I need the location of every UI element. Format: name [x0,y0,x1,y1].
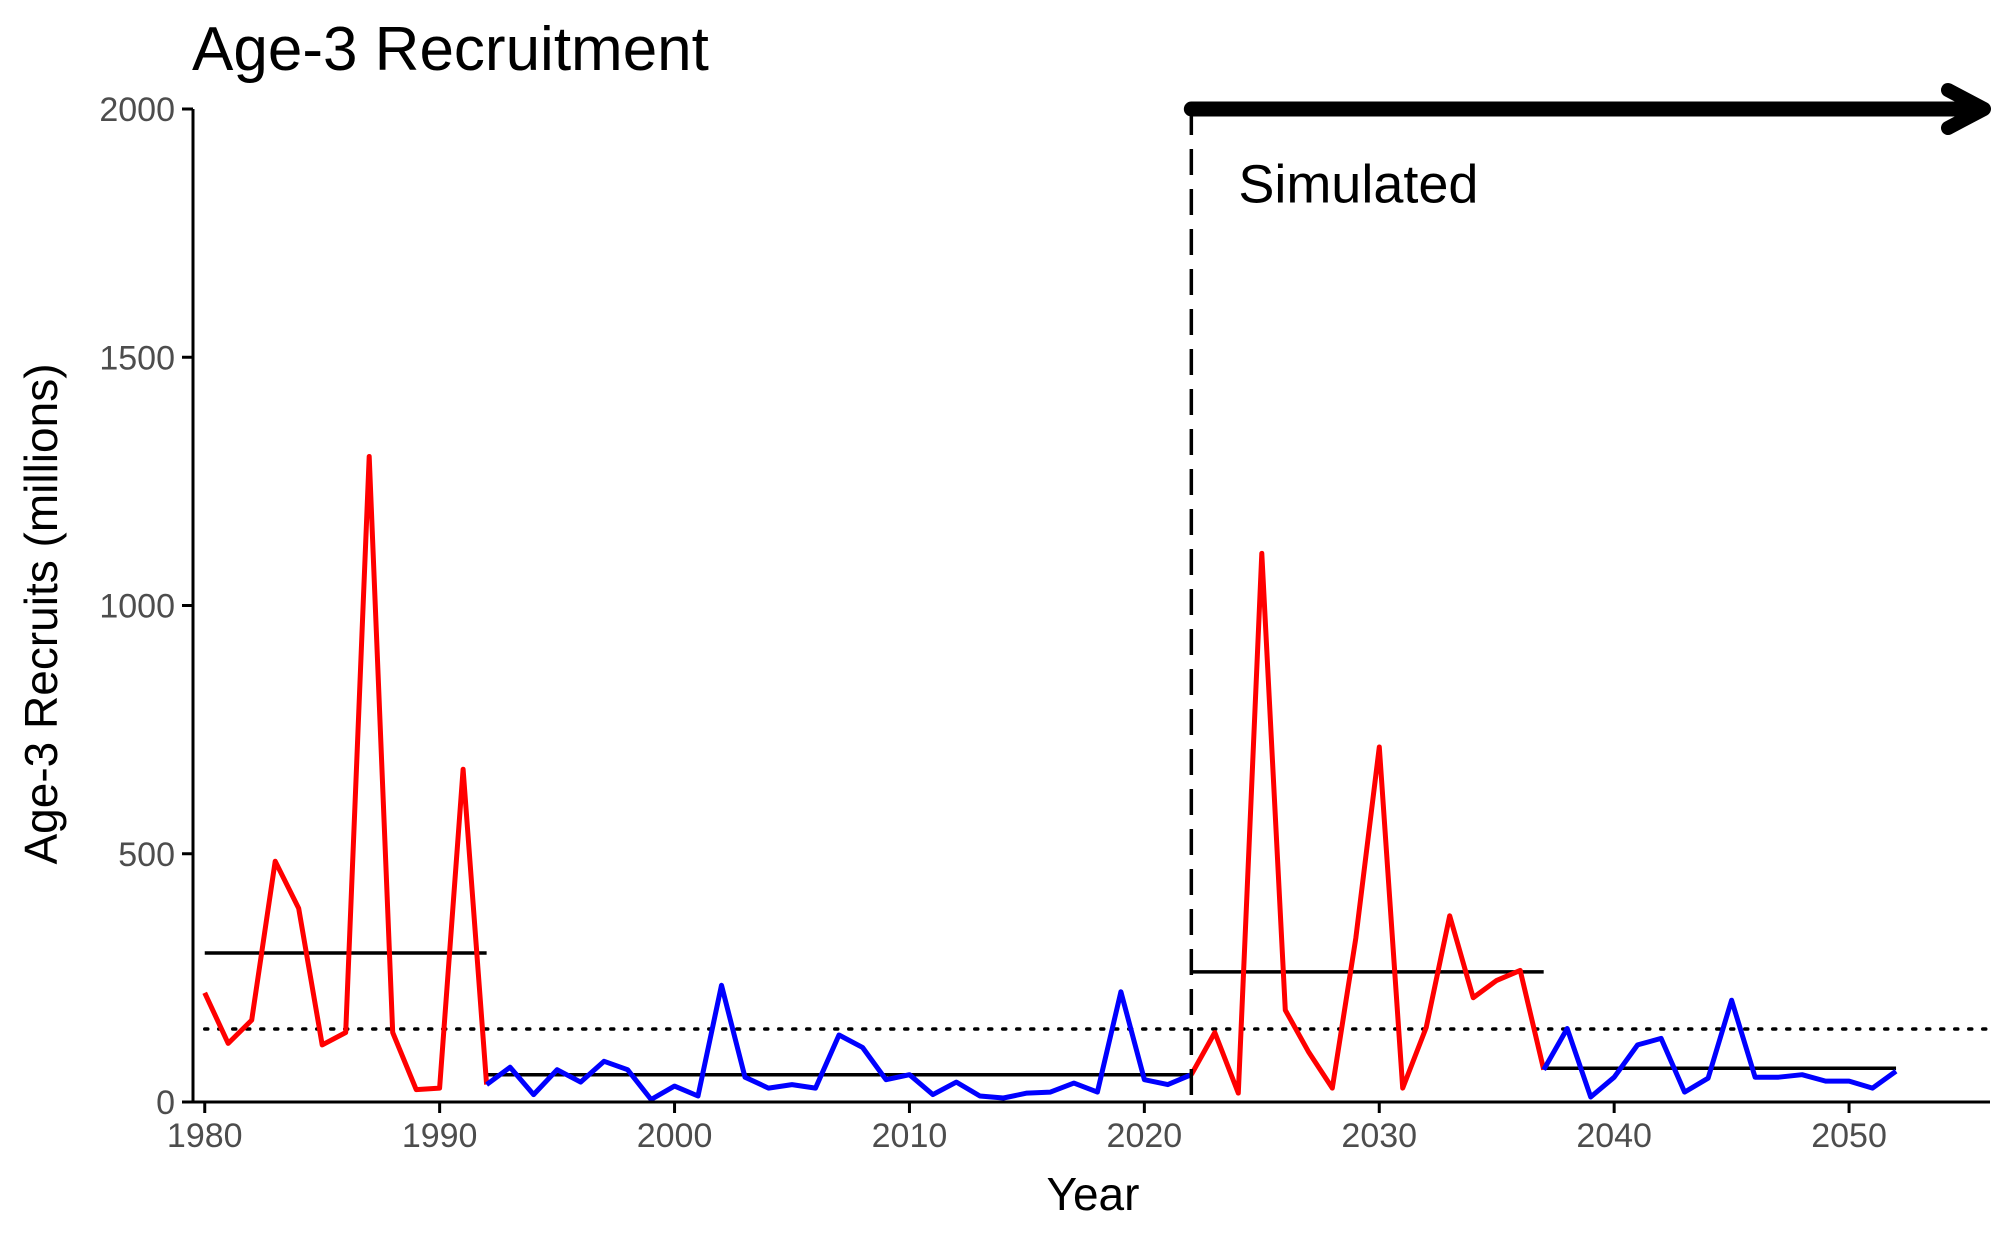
simulated-arrow-head [1941,83,1991,135]
x-tick-label-1980: 1980 [167,1117,243,1155]
series-line-2 [485,982,1193,1102]
y-tick-label-2000: 2000 [99,91,175,129]
series-line-1 [202,454,490,1093]
y-tick-label-0: 0 [156,1084,175,1122]
x-tick-label-2050: 2050 [1811,1117,1887,1155]
x-tick-label-2020: 2020 [1107,1117,1183,1155]
y-tick-label-1000: 1000 [99,588,175,626]
chart-title: Age-3 Recruitment [192,15,709,84]
y-tick-label-1500: 1500 [99,339,175,377]
series-line-3 [1189,550,1547,1096]
x-tick-label-1990: 1990 [402,1117,478,1155]
annotation-simulated: Simulated [1238,154,1478,214]
x-tick-label-2030: 2030 [1341,1117,1417,1155]
plot-area: Simulated [202,83,1992,1102]
axes: 1980 1990 2000 2010 2020 2030 2040 2050 0 500 1000… [99,91,1990,1155]
x-axis-title: Year [1047,1168,1140,1220]
y-axis-title: Age-3 Recruits (millions) [15,363,67,864]
x-tick-label-2000: 2000 [637,1117,713,1155]
y-tick-label-500: 500 [118,836,175,874]
x-tick-label-2010: 2010 [872,1117,948,1155]
x-tick-label-2040: 2040 [1576,1117,1652,1155]
series-line-4 [1541,997,1898,1100]
